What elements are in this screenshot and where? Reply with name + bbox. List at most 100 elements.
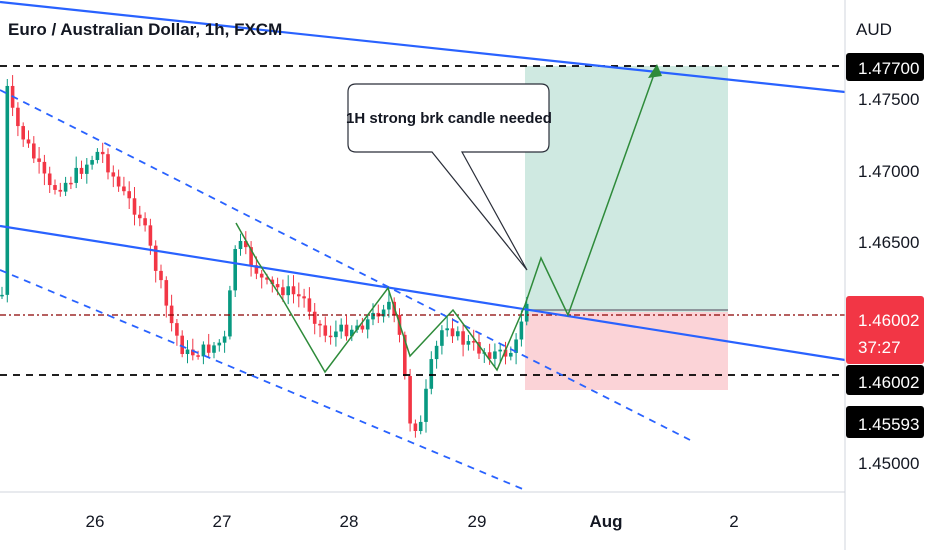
candle-body <box>116 176 121 187</box>
candle-body <box>16 107 20 127</box>
candle-body <box>381 309 386 317</box>
candle-body <box>238 240 243 250</box>
candles-group <box>0 75 529 438</box>
candle-body <box>487 352 492 359</box>
candle-body <box>47 173 52 186</box>
price-tag-level: 1.46002 <box>846 365 924 395</box>
candle-body <box>328 335 333 338</box>
candle-body <box>360 325 365 330</box>
candle-body <box>244 240 248 248</box>
candle-body <box>254 265 259 274</box>
candle-body <box>206 344 211 353</box>
candle-body <box>21 126 25 140</box>
candle-body <box>524 303 529 322</box>
candle-body <box>456 331 460 337</box>
x-tick-label: Aug <box>589 512 622 531</box>
candle-body <box>37 158 41 162</box>
candle-body <box>32 143 36 159</box>
candle-body <box>143 218 147 226</box>
svg-text:1.46002: 1.46002 <box>858 311 919 330</box>
y-tick-label: 1.46500 <box>858 233 919 252</box>
candle-body <box>132 198 137 215</box>
callout-text: 1H strong brk candle needed <box>346 110 552 127</box>
trendline-upper <box>0 0 846 94</box>
candle-body <box>122 186 126 192</box>
profit-zone <box>525 66 728 312</box>
candle-body <box>100 151 105 155</box>
candle-body <box>191 349 195 356</box>
candle-body <box>159 270 163 281</box>
candle-body <box>228 290 232 337</box>
y-tick-label: 1.47500 <box>858 90 919 109</box>
candle-body <box>323 325 328 336</box>
candle-body <box>297 294 301 297</box>
candle-body <box>418 421 423 432</box>
candle-body <box>318 323 322 326</box>
candle-body <box>201 344 206 357</box>
svg-text:1.45593: 1.45593 <box>858 415 919 434</box>
x-tick-label: 27 <box>213 512 232 531</box>
candle-body <box>461 331 465 345</box>
candle-body <box>233 249 237 291</box>
candle-body <box>63 182 68 192</box>
svg-text:1.46002: 1.46002 <box>858 373 919 392</box>
candle-body <box>355 325 359 330</box>
candle-body <box>350 329 354 337</box>
candle-body <box>53 185 57 190</box>
candle-body <box>26 139 31 144</box>
candle-body <box>106 154 110 173</box>
candle-body <box>249 247 253 266</box>
candle-body <box>111 172 116 177</box>
candle-body <box>291 286 296 295</box>
candle-body <box>445 328 449 331</box>
candle-body <box>471 341 476 343</box>
candle-body <box>270 279 275 285</box>
candle-body <box>217 342 222 346</box>
candle-body <box>79 167 84 174</box>
candle-body <box>413 423 418 432</box>
candle-body <box>275 284 280 288</box>
candle-body <box>0 294 4 297</box>
candle-body <box>164 280 169 306</box>
candle-body <box>259 273 264 278</box>
candle-body <box>466 341 471 345</box>
candle-body <box>69 182 73 185</box>
candle-body <box>387 301 391 310</box>
candle-body <box>127 191 131 199</box>
candle-body <box>302 296 306 299</box>
candle-body <box>85 164 89 174</box>
candle-body <box>365 319 370 330</box>
candle-body <box>519 321 524 340</box>
candle-body <box>180 335 184 355</box>
candle-body <box>339 324 343 332</box>
candle-body <box>498 349 502 352</box>
candle-body <box>334 331 338 338</box>
candle-body <box>42 161 47 174</box>
candle-body <box>90 160 94 165</box>
svg-text:1.47700: 1.47700 <box>858 59 919 78</box>
candle-body <box>344 324 349 337</box>
candle-body <box>450 328 455 337</box>
x-tick-label: 2 <box>729 512 738 531</box>
candle-body <box>95 151 100 161</box>
price-tag-top: 1.47700 <box>846 53 924 81</box>
candle-body <box>222 336 227 343</box>
trendline-middle <box>0 224 846 362</box>
candle-body <box>196 355 200 357</box>
candle-body <box>5 85 10 295</box>
arrow-head <box>648 64 662 78</box>
price-tag-current: 1.46002 37:27 <box>846 296 924 364</box>
candle-body <box>429 359 434 389</box>
x-tick-label: 26 <box>86 512 105 531</box>
candle-body <box>509 352 513 357</box>
candle-body <box>312 311 317 324</box>
candle-body <box>74 167 78 183</box>
x-tick-label: 28 <box>340 512 359 531</box>
candle-body <box>169 305 174 324</box>
chart-title: Euro / Australian Dollar, 1h, FXCM <box>8 20 283 39</box>
candle-body <box>185 349 190 355</box>
channel-line-lower <box>0 269 526 491</box>
candle-body <box>408 376 412 424</box>
callout-bubble <box>347 83 550 271</box>
